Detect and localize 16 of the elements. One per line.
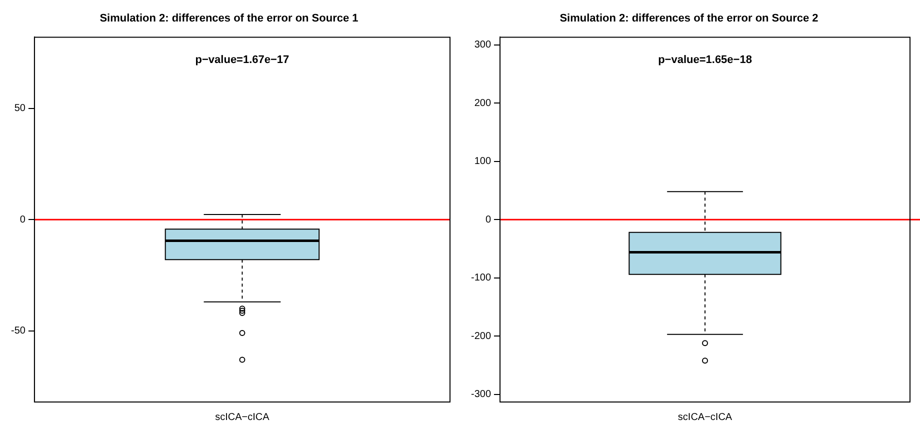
y-tick-label: 0 (485, 214, 492, 226)
y-tick-label: 100 (474, 156, 492, 168)
chart-title: Simulation 2: differences of the error on Source 2 (560, 12, 818, 25)
annotation: p−value=1.65e−18 (658, 54, 752, 66)
y-tick-label: -100 (471, 272, 492, 284)
y-tick-label: 50 (14, 103, 26, 114)
y-tick-label: 0 (20, 214, 26, 226)
x-tick-label: scICA−cICA (678, 412, 732, 423)
annotation: p−value=1.67e−17 (195, 54, 290, 66)
y-tick-label: -50 (11, 326, 26, 337)
x-tick-label: scICA−cICA (215, 412, 270, 423)
y-tick-label: 300 (474, 40, 492, 51)
chart-title: Simulation 2: differences of the error on Source 1 (100, 12, 358, 25)
y-tick-label: -300 (471, 389, 492, 400)
y-tick-label: 200 (474, 98, 492, 109)
y-tick-label: -200 (471, 330, 492, 342)
